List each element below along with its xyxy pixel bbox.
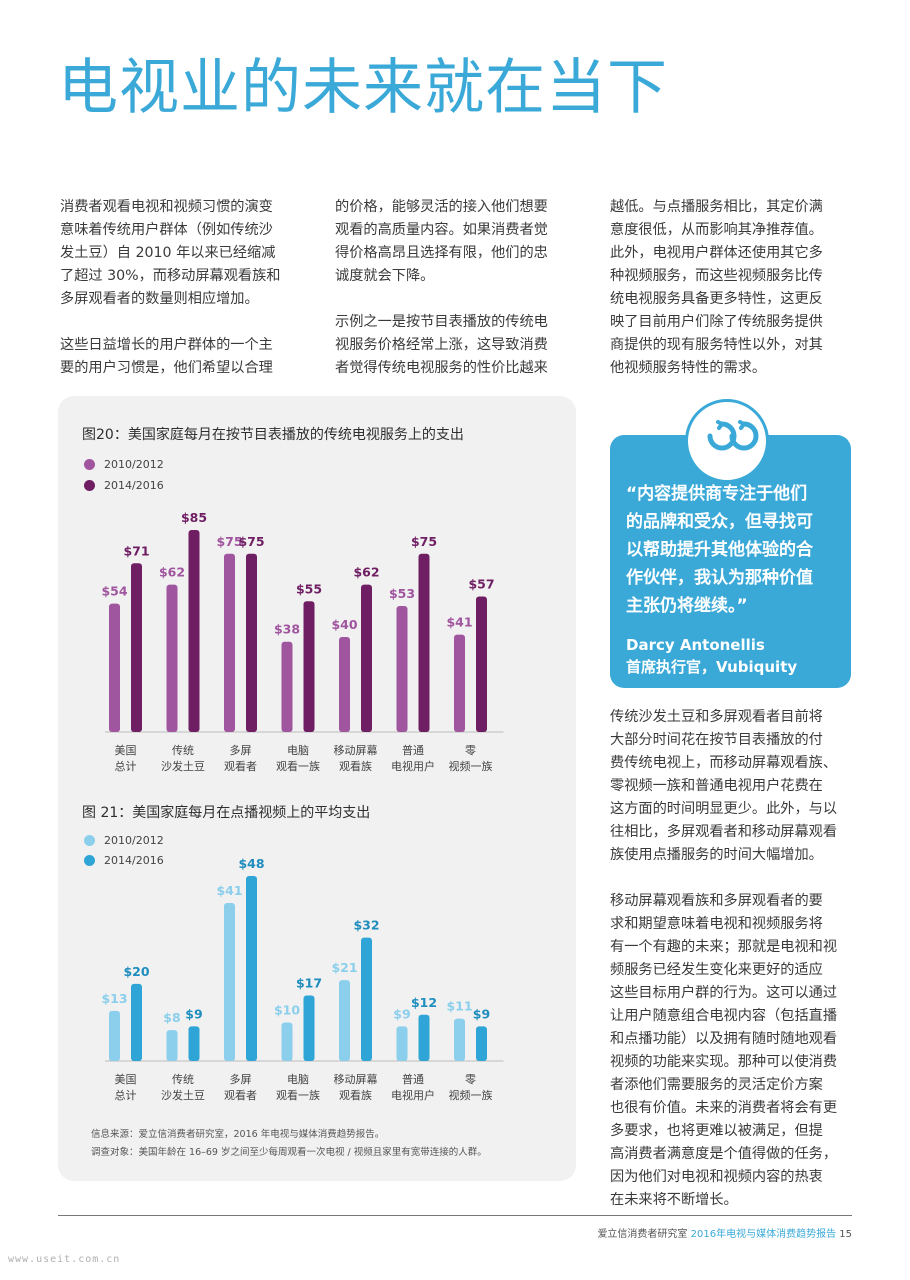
footer-divider (58, 1215, 852, 1216)
quote-icon (707, 420, 759, 451)
legend-swatch-2014-2016 (84, 855, 95, 866)
chart-21-title: 图 21：美国家庭每月在点播视频上的平均支出 (82, 805, 371, 821)
page-number: 15 (839, 1229, 852, 1240)
survey-note: 调查对象：美国年龄在 16–69 岁之间至少每周观看一次电视 / 视频且家里有宽… (91, 1147, 487, 1158)
paragraph: 移动屏幕观看族和多屏观看者的要 求和期望意味着电视和视频服务将 有一个有趣的未来… (610, 893, 838, 1208)
footer-report: 2016年电视与媒体消费趋势报告 (690, 1229, 837, 1240)
body-column-1: 消费者观看电视和视频习惯的演变 意味着传统用户群体（例如传统沙 发土豆）自 20… (60, 196, 310, 380)
quote-text: “内容提供商专注于他们 的品牌和受众，但寻找可 以帮助提升其他体验的合 作伙伴，… (626, 484, 813, 616)
legend-swatch-2010-2012 (84, 835, 95, 846)
quote-author: Darcy Antonellis 首席执行官，Vubiquity (626, 636, 798, 676)
legend-label: 2014/2016 (104, 854, 164, 867)
legend-label: 2010/2012 (104, 834, 164, 847)
body-column-3: 越低。与点播服务相比，其定价满 意度很低，从而影响其净推荐值。 此外，电视用户群… (610, 196, 860, 380)
quote-icon (685, 399, 769, 483)
paragraph: 传统沙发土豆和多屏观看者目前将 大部分时间花在按节目表播放的付 费传统电视上，而… (610, 709, 838, 863)
footer-org: 爱立信消费者研究室 (597, 1229, 688, 1240)
paragraph: 这些日益增长的用户群体的一个主 要的用户习惯是，他们希望以合理 (60, 337, 273, 376)
source-note: 信息来源：爱立信消费者研究室，2016 年电视与媒体消费趋势报告。 (91, 1129, 385, 1140)
legend-swatch-2014-2016 (84, 480, 95, 491)
legend-label: 2014/2016 (104, 479, 164, 492)
paragraph: 越低。与点播服务相比，其定价满 意度很低，从而影响其净推荐值。 此外，电视用户群… (610, 199, 823, 376)
paragraph: 示例之一是按节目表播放的传统电 视服务价格经常上涨，这导致消费 者觉得传统电视服… (335, 314, 548, 376)
watermark: www.useit.com.cn (8, 1254, 121, 1265)
page-title: 电视业的未来就在当下 (58, 53, 668, 123)
chart-20-title: 图20：美国家庭每月在按节目表播放的传统电视服务上的支出 (82, 427, 464, 443)
body-column-3-continued: 传统沙发土豆和多屏观看者目前将 大部分时间花在按节目表播放的付 费传统电视上，而… (610, 706, 860, 1212)
paragraph: 消费者观看电视和视频习惯的演变 意味着传统用户群体（例如传统沙 发土豆）自 20… (60, 199, 281, 307)
body-column-2: 的价格，能够灵活的接入他们想要 观看的高质量内容。如果消费者觉 得价格高昂且选择… (335, 196, 585, 380)
paragraph: 的价格，能够灵活的接入他们想要 观看的高质量内容。如果消费者觉 得价格高昂且选择… (335, 199, 548, 284)
chart-panel (58, 396, 576, 1181)
footer: 爱立信消费者研究室 2016年电视与媒体消费趋势报告 15 (597, 1225, 852, 1240)
legend-label: 2010/2012 (104, 458, 164, 471)
legend-swatch-2010-2012 (84, 459, 95, 470)
